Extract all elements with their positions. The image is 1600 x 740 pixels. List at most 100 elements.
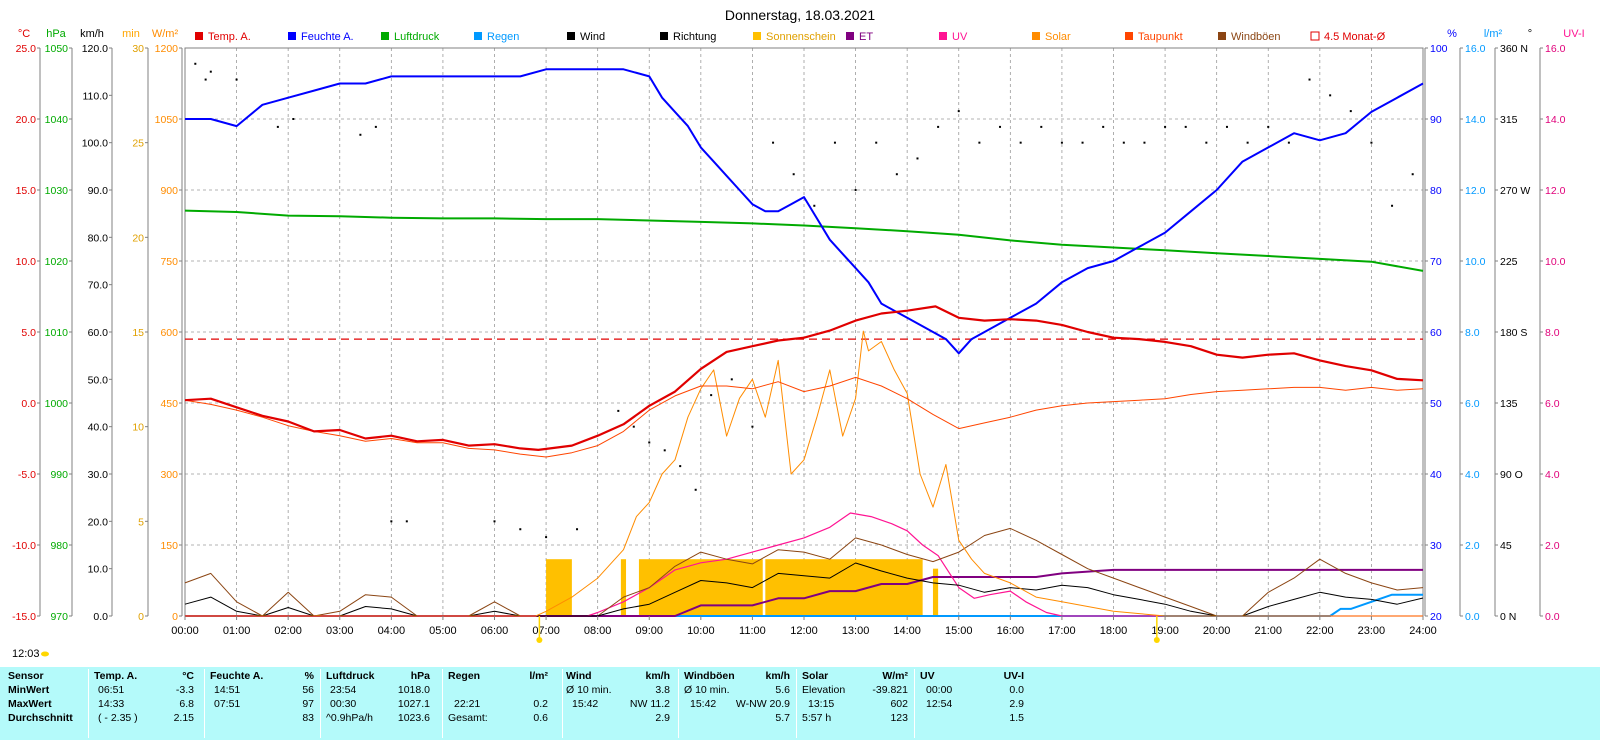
- direction-point: [937, 125, 940, 128]
- humidity-axis-tick-label: 30: [1430, 540, 1442, 552]
- x-axis-tick-label: 15:00: [945, 625, 973, 637]
- stats-pressure: Luftdruck hPa 23:54 1018.0 00:30 1027.1 …: [324, 667, 434, 740]
- direction-point: [1411, 173, 1414, 176]
- x-axis-tick-label: 05:00: [429, 625, 457, 637]
- uv-axis-tick-label: 16.0: [1545, 43, 1566, 55]
- direction-point: [545, 536, 548, 539]
- direction-point: [1370, 141, 1373, 144]
- stats-solar-header: Solar: [802, 670, 829, 682]
- stats-rain-max-time: 22:21: [454, 698, 481, 710]
- uv-axis-tick-label: 4.0: [1545, 469, 1560, 481]
- wind-axis-tick-label: 80.0: [88, 232, 109, 244]
- direction-point: [292, 118, 295, 120]
- humidity-axis-tick-label: 50: [1430, 398, 1442, 410]
- stats-solar-elevation-label: Elevation: [802, 684, 846, 696]
- rain-axis-tick-label: 6.0: [1465, 398, 1480, 410]
- legend-swatch: [1125, 32, 1133, 40]
- sun_min-axis-tick-label: 20: [132, 232, 144, 244]
- direction-point: [710, 394, 713, 397]
- direction-point: [978, 141, 981, 144]
- direction-point: [663, 449, 666, 452]
- legend-label: ET: [859, 31, 873, 43]
- solar-axis-tick-label: 1200: [155, 43, 179, 55]
- rain-axis-tick-label: 16.0: [1465, 43, 1486, 55]
- stats-wind-max: NW 11.2: [629, 698, 670, 710]
- legend-label: Luftdruck: [394, 31, 440, 43]
- uv-axis-unit: UV-I: [1563, 28, 1584, 40]
- legend-swatch: [288, 32, 296, 40]
- direction-point: [374, 125, 377, 128]
- legend-label: Temp. A.: [208, 31, 251, 43]
- temp-axis-tick-label: -10.0: [12, 540, 36, 552]
- x-axis-tick-label: 23:00: [1358, 625, 1386, 637]
- stats-wind-min: 3.8: [655, 684, 670, 696]
- direction-point: [235, 78, 238, 81]
- stats-solar: Solar W/m² Elevation -39.821 13:15 602 5…: [802, 667, 908, 740]
- direction-point: [1391, 204, 1394, 207]
- direction-point: [833, 141, 836, 144]
- x-axis-tick-label: 21:00: [1254, 625, 1282, 637]
- direction-point: [730, 378, 733, 381]
- row-label-avg: Durchschnitt: [8, 712, 73, 724]
- stats-temp-max: 6.8: [179, 698, 194, 710]
- sunshine-axis-unit: min: [122, 28, 140, 40]
- pressure-axis-tick-label: 1050: [45, 43, 69, 55]
- stats-rain-total-label: Gesamt:: [448, 712, 488, 724]
- pressure-axis-tick-label: 990: [50, 469, 68, 481]
- row-label-sensor: Sensor: [8, 670, 44, 682]
- direction-point: [1225, 125, 1228, 128]
- direction-point: [204, 78, 207, 81]
- wind-axis-tick-label: 10.0: [88, 564, 109, 576]
- stats-temp: Temp. A. °C 06:51 -3.3 14:33 6.8 ( - 2.3…: [92, 667, 200, 740]
- solar-axis-tick-label: 450: [160, 398, 178, 410]
- stats-solar-max: 602: [890, 698, 908, 710]
- solar-axis-unit: W/m²: [152, 28, 179, 40]
- stats-uv-min-time: 00:00: [926, 684, 953, 696]
- uv-axis-tick-label: 0.0: [1545, 611, 1560, 623]
- legend-label: Wind: [580, 31, 605, 43]
- stats-pressure-unit: hPa: [410, 670, 430, 682]
- legend-label: Richtung: [673, 31, 716, 43]
- humidity-axis-tick-label: 40: [1430, 469, 1442, 481]
- humidity-axis-tick-label: 60: [1430, 327, 1442, 339]
- stats-rain-max: 0.2: [533, 698, 548, 710]
- stats-temp-max-time: 14:33: [98, 698, 125, 710]
- wind-axis-tick-label: 120.0: [82, 43, 108, 55]
- humidity-axis-tick-label: 100: [1430, 43, 1448, 55]
- direction-point: [1267, 125, 1270, 128]
- x-axis-tick-label: 08:00: [584, 625, 612, 637]
- direction-point: [679, 465, 682, 468]
- direction-point: [854, 189, 857, 191]
- pressure-axis-tick-label: 980: [50, 540, 68, 552]
- humidity-axis-tick-label: 70: [1430, 256, 1442, 268]
- stats-separator: [442, 669, 443, 738]
- stats-temp-unit: °C: [182, 670, 194, 682]
- solar-axis-tick-label: 750: [160, 256, 178, 268]
- sun_min-axis-tick-label: 25: [132, 138, 144, 150]
- legend-swatch: [195, 32, 203, 40]
- legend-swatch: [1310, 31, 1320, 41]
- x-axis-tick-label: 06:00: [481, 625, 509, 637]
- x-axis-tick-label: 01:00: [223, 625, 251, 637]
- direction-point: [276, 125, 279, 128]
- legend-swatch: [567, 32, 575, 40]
- direction-point: [1184, 125, 1187, 128]
- legend: Temp. A. Feuchte A. Luftdruck Regen Wind Rich…: [195, 31, 1386, 43]
- wind-axis-tick-label: 60.0: [88, 327, 109, 339]
- rain-axis-tick-label: 2.0: [1465, 540, 1480, 552]
- stats-temp-min-time: 06:51: [98, 684, 125, 696]
- x-axis-tick-label: 18:00: [1100, 625, 1128, 637]
- direction-point: [1246, 141, 1249, 144]
- stats-uv: UV UV-I 00:00 0.0 12:54 2.9 1.5: [920, 667, 1024, 740]
- direction-axis-tick-label: 45: [1500, 540, 1512, 552]
- legend-swatch: [846, 32, 854, 40]
- direction-axis-unit: °: [1528, 28, 1532, 40]
- pressure-axis-tick-label: 1010: [45, 327, 69, 339]
- legend-label: Solar: [1045, 31, 1071, 43]
- wind-axis-unit: km/h: [80, 28, 104, 40]
- wind-axis-tick-label: 30.0: [88, 469, 109, 481]
- solar-axis-tick-label: 0: [172, 611, 178, 623]
- solar-axis-tick-label: 600: [160, 327, 178, 339]
- stats-gust-unit: km/h: [765, 670, 790, 682]
- legend-label: Taupunkt: [1138, 31, 1183, 43]
